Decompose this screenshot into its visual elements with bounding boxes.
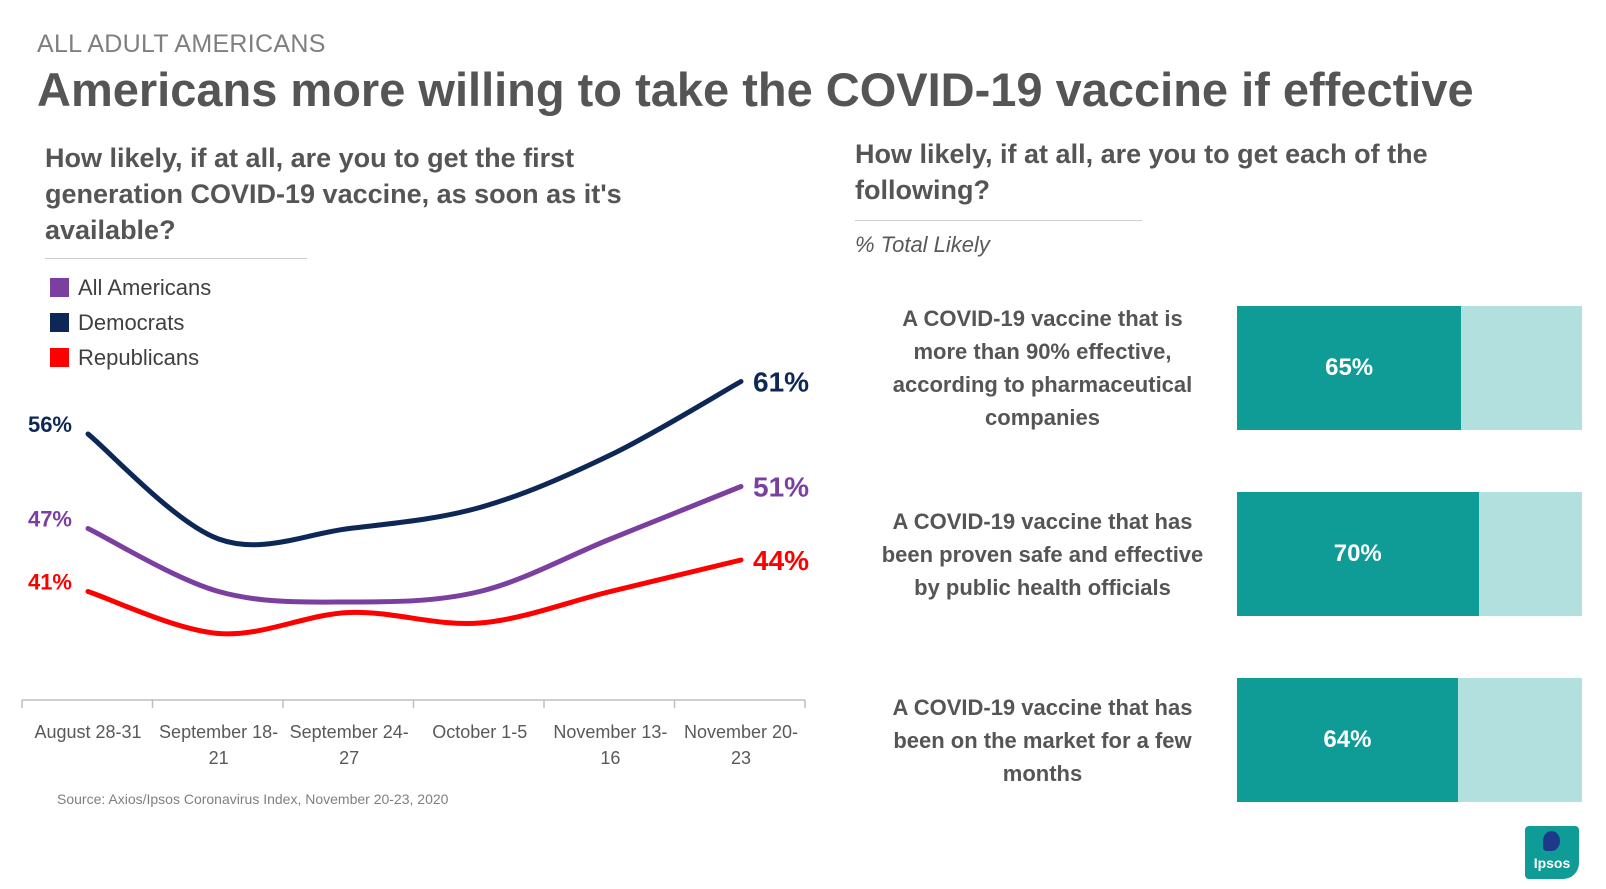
bar-category-label: A COVID-19 vaccine that is more than 90% … xyxy=(860,302,1225,434)
ipsos-logo-mark xyxy=(1543,831,1560,851)
legend-swatch-republicans xyxy=(50,348,69,367)
start-value-label-democrats: 56% xyxy=(28,412,72,437)
start-value-label-all-americans: 47% xyxy=(28,507,72,532)
start-value-label-republicans: 41% xyxy=(28,570,72,595)
bar-fill: 64% xyxy=(1237,678,1458,802)
bar-fill: 70% xyxy=(1237,492,1479,616)
bar-fill: 65% xyxy=(1237,306,1462,430)
left-question: How likely, if at all, are you to get th… xyxy=(45,143,622,245)
end-value-label-all-americans: 51% xyxy=(753,472,809,503)
x-tick-label: November 13-16 xyxy=(553,722,667,768)
x-tick-label: October 1-5 xyxy=(432,722,527,742)
series-line-republicans xyxy=(85,557,744,637)
series-line-all-americans xyxy=(85,484,744,605)
legend-swatch-democrats xyxy=(50,313,69,332)
right-question-divider xyxy=(855,220,1142,221)
legend-label-all-americans: All Americans xyxy=(78,274,212,300)
source-note: Source: Axios/Ipsos Coronavirus Index, N… xyxy=(57,791,449,807)
bar-category-label-line: months xyxy=(1002,760,1083,786)
series-line-democrats xyxy=(85,379,744,548)
line-chart: August 28-31 September 18-21 September 24-… xyxy=(21,370,809,768)
legend-label-republicans: Republicans xyxy=(78,344,200,370)
slide-eyebrow: ALL ADULT AMERICANS xyxy=(37,30,326,58)
x-tick-label: September 18-21 xyxy=(159,722,278,768)
bar-category-label-line: according to pharmaceutical xyxy=(892,372,1193,397)
bar-category-label-line: A COVID-19 vaccine that has xyxy=(892,694,1193,720)
bar-category-label: A COVID-19 vaccine that has been proven s… xyxy=(860,505,1225,604)
slide-title: Americans more willing to take the COVID… xyxy=(37,63,1474,116)
bar-category-label-line: been on the market for a few xyxy=(893,727,1192,753)
bar-category-label-line: been proven safe and effective xyxy=(881,541,1204,567)
bar-track: 65% xyxy=(1237,306,1582,430)
bar-track: 64% xyxy=(1237,678,1582,802)
right-question: How likely, if at all, are you to get ea… xyxy=(855,139,1428,205)
bar-category-label-line: by public health officials xyxy=(914,574,1171,600)
legend-item-democrats: Democrats xyxy=(50,305,211,340)
legend-swatch-all-americans xyxy=(50,278,69,297)
bar-track: 70% xyxy=(1237,492,1582,616)
ipsos-logo-text: Ipsos xyxy=(1533,855,1571,871)
bar-category-label-line: more than 90% effective, xyxy=(913,339,1172,364)
bar-category-label-line: A COVID-19 vaccine that has xyxy=(892,508,1193,534)
bar-category-label-line: companies xyxy=(985,405,1100,430)
left-question-divider xyxy=(45,258,307,259)
bar-category-label: A COVID-19 vaccine that has been on the m… xyxy=(860,691,1225,790)
x-tick-label: August 28-31 xyxy=(34,722,141,742)
bar-value-label: 64% xyxy=(1323,726,1372,753)
x-tick-label: November 20-23 xyxy=(684,722,798,768)
chart-legend: All Americans Democrats Republicans xyxy=(50,270,211,375)
end-value-label-democrats: 61% xyxy=(753,370,809,398)
legend-item-republicans: Republicans xyxy=(50,340,211,375)
end-value-label-republicans: 44% xyxy=(753,545,809,576)
bar-category-label-line: A COVID-19 vaccine that is xyxy=(902,306,1183,331)
legend-label-democrats: Democrats xyxy=(78,309,185,335)
metric-label: % Total Likely xyxy=(855,232,990,257)
bar-value-label: 70% xyxy=(1333,540,1382,567)
ipsos-logo: Ipsos xyxy=(1525,826,1579,879)
x-tick-label: September 24-27 xyxy=(290,722,409,768)
legend-item-all-americans: All Americans xyxy=(50,270,211,305)
bar-value-label: 65% xyxy=(1325,354,1374,381)
